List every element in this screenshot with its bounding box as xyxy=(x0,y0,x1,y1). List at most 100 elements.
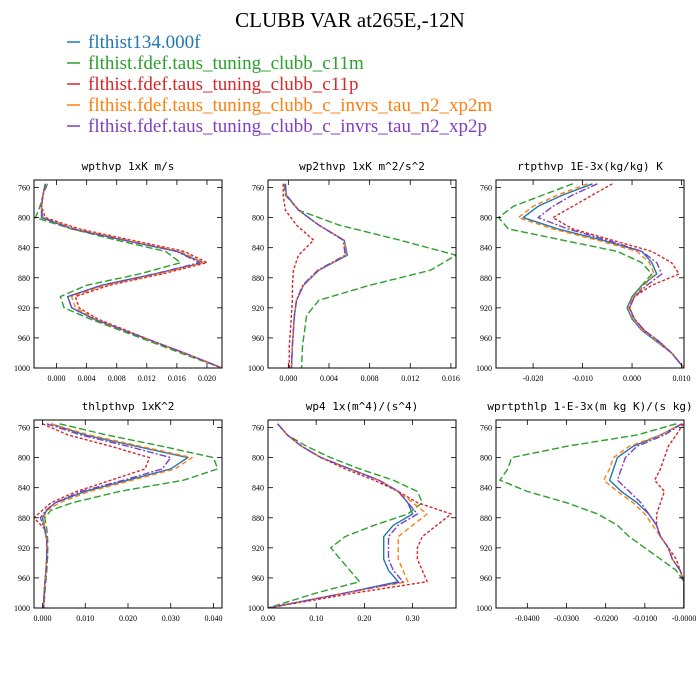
y-tick-label: 840 xyxy=(18,484,30,493)
legend-entry: flthist134.000f xyxy=(67,32,201,53)
y-tick-label: 960 xyxy=(252,334,264,343)
y-tick-label: 840 xyxy=(480,244,492,253)
y-tick-label: 960 xyxy=(252,574,264,583)
series-line xyxy=(282,183,315,368)
series-line xyxy=(41,423,189,608)
figure-title: CLUBB VAR at265E,-12N xyxy=(235,8,465,32)
series-line xyxy=(268,423,452,608)
series-line xyxy=(284,183,347,368)
y-tick-label: 920 xyxy=(252,304,264,313)
panel-title: rtpthvp 1E-3x(kg/kg) K xyxy=(517,160,663,173)
x-tick-label: 0.016 xyxy=(168,374,186,383)
x-tick-label: 0.000 xyxy=(279,374,297,383)
x-tick-label: -0.020 xyxy=(523,374,544,383)
x-tick-label: 0.004 xyxy=(78,374,96,383)
y-tick-label: 880 xyxy=(18,274,30,283)
y-tick-label: 1000 xyxy=(14,364,30,373)
x-tick-label: 0.000 xyxy=(48,374,66,383)
y-tick-label: 800 xyxy=(480,214,492,223)
x-tick-label: 0.000 xyxy=(623,374,641,383)
x-tick-label: -0.0000 xyxy=(672,614,697,623)
x-tick-label: 0.10 xyxy=(309,614,323,623)
y-tick-label: 800 xyxy=(480,454,492,463)
series-line xyxy=(284,183,348,368)
y-tick-label: 880 xyxy=(18,514,30,523)
panel-title: wprtpthlp 1-E-3x(m kg K)/(s kg) xyxy=(487,400,692,413)
y-tick-label: 760 xyxy=(18,424,30,433)
y-tick-label: 1000 xyxy=(476,364,492,373)
x-tick-label: 0.008 xyxy=(108,374,126,383)
series-line xyxy=(40,183,222,368)
y-tick-label: 960 xyxy=(18,334,30,343)
legend-label: flthist.fdef.taus_tuning_clubb_c11m xyxy=(88,53,364,74)
y-tick-label: 920 xyxy=(480,304,492,313)
x-tick-label: 0.012 xyxy=(401,374,419,383)
chart-panel: thlpthvp 1xK^2 760 800 840 880 920 960 1000 0.00… xyxy=(14,400,223,623)
series-line xyxy=(43,423,219,608)
legend-entry: flthist.fdef.taus_tuning_clubb_c11p xyxy=(67,74,359,95)
series-line xyxy=(537,183,684,368)
series-line xyxy=(268,423,414,608)
x-tick-label: 0.012 xyxy=(138,374,156,383)
series-group xyxy=(499,423,684,608)
chart-panel: wpthvp 1xK m/s 760 800 840 880 920 960 1000 0.00… xyxy=(14,160,223,383)
legend-label: flthist.fdef.taus_tuning_clubb_c11p xyxy=(88,74,359,95)
y-tick-label: 800 xyxy=(18,214,30,223)
panel-title: wpthvp 1xK m/s xyxy=(82,160,175,173)
x-tick-label: 0.004 xyxy=(320,374,338,383)
series-line xyxy=(499,423,684,608)
y-tick-label: 760 xyxy=(480,184,492,193)
y-tick-label: 760 xyxy=(252,424,264,433)
legend: flthist134.000fflthist.fdef.taus_tuning_… xyxy=(67,32,492,137)
series-line xyxy=(608,423,684,608)
panel-title: thlpthvp 1xK^2 xyxy=(82,400,175,413)
x-tick-label: 0.020 xyxy=(119,614,137,623)
plot-frame xyxy=(267,179,457,369)
chart-panel: wp4 1x(m^4)/(s^4)76080084088092096010000… xyxy=(248,400,457,623)
y-tick-label: 800 xyxy=(18,454,30,463)
plot-frame xyxy=(267,419,457,609)
series-line xyxy=(34,183,222,368)
y-tick-label: 800 xyxy=(252,454,264,463)
y-tick-label: 1000 xyxy=(476,604,492,613)
series-line xyxy=(552,183,684,368)
x-tick-label: 0.020 xyxy=(198,374,216,383)
series-line xyxy=(39,423,172,608)
y-tick-label: 840 xyxy=(18,244,30,253)
y-tick-label: 1000 xyxy=(248,604,264,613)
y-tick-label: 1000 xyxy=(14,604,30,613)
x-tick-label: -0.0400 xyxy=(515,614,540,623)
y-tick-label: 880 xyxy=(480,514,492,523)
x-tick-label: 0.000 xyxy=(34,614,52,623)
series-group xyxy=(34,183,222,368)
x-tick-label: 0.010 xyxy=(673,374,691,383)
x-tick-label: -0.0300 xyxy=(554,614,579,623)
series-line xyxy=(40,183,222,368)
series-line xyxy=(268,423,423,608)
x-tick-label: 0.040 xyxy=(204,614,222,623)
legend-label: flthist.fdef.taus_tuning_clubb_c_invrs_t… xyxy=(88,95,492,116)
series-line xyxy=(517,183,684,368)
legend-entry: flthist.fdef.taus_tuning_clubb_c_invrs_t… xyxy=(67,95,492,116)
legend-entry: flthist.fdef.taus_tuning_clubb_c_invrs_t… xyxy=(67,116,487,137)
chart-panel: wp2thvp 1xK m^2/s^2 760 800 840 880 920 960 100… xyxy=(248,160,460,383)
x-tick-label: 0.016 xyxy=(442,374,460,383)
y-tick-label: 960 xyxy=(480,574,492,583)
x-tick-label: 0.030 xyxy=(162,614,180,623)
plot-frame xyxy=(33,419,223,609)
series-line xyxy=(40,183,222,368)
panel-title: wp4 1x(m^4)/(s^4) xyxy=(306,400,419,413)
y-tick-label: 920 xyxy=(18,304,30,313)
series-group xyxy=(34,423,219,608)
y-tick-label: 880 xyxy=(252,514,264,523)
plot-frame xyxy=(495,419,685,609)
series-line xyxy=(34,423,151,608)
y-tick-label: 920 xyxy=(480,544,492,553)
y-tick-label: 920 xyxy=(252,544,264,553)
legend-label: flthist134.000f xyxy=(88,32,201,53)
series-line xyxy=(268,423,419,608)
plot-frame xyxy=(33,179,223,369)
x-tick-label: 0.30 xyxy=(406,614,420,623)
y-tick-label: 840 xyxy=(252,244,264,253)
